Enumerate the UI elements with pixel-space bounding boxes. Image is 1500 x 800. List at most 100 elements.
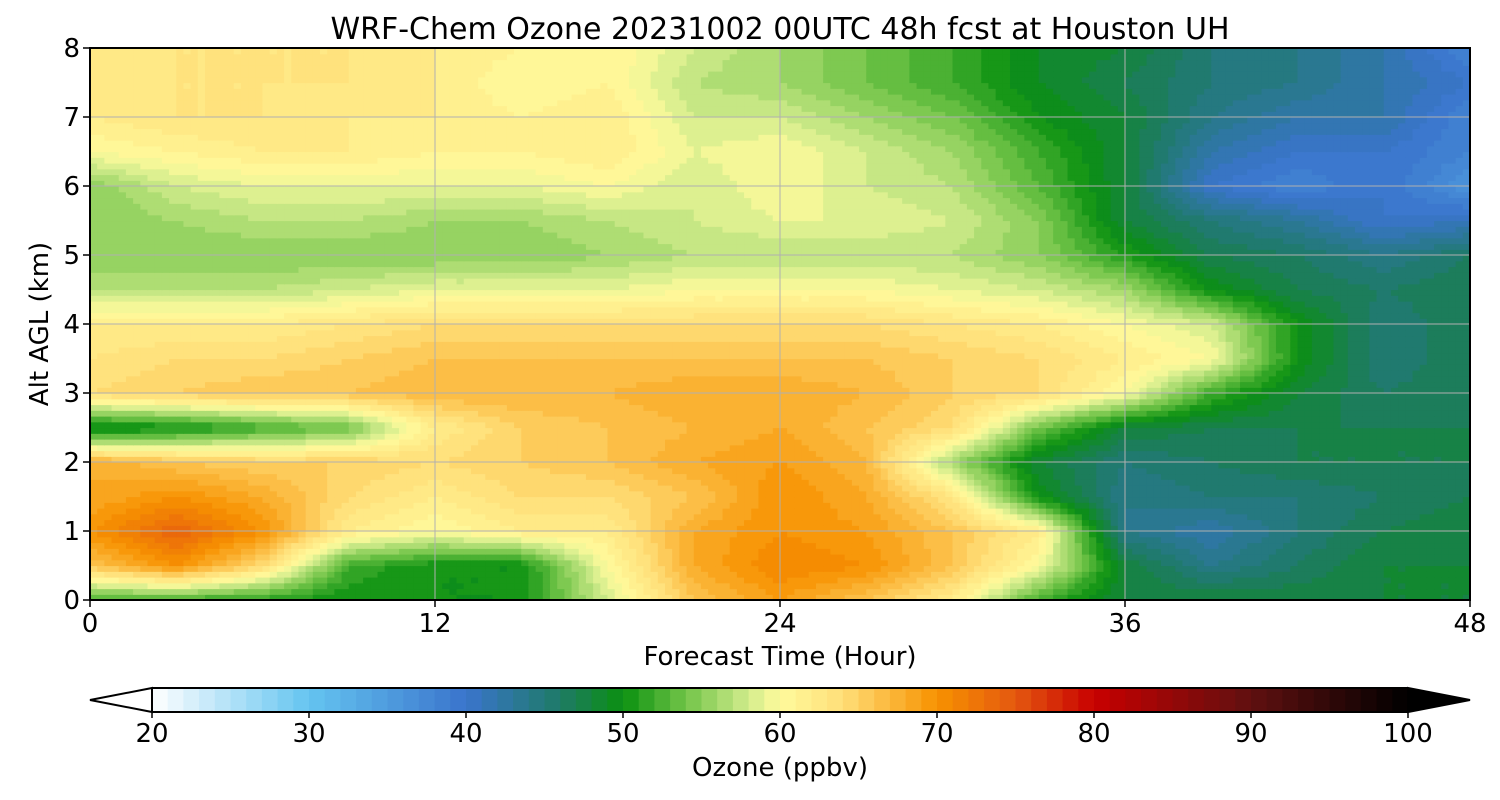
contour-cell bbox=[1096, 519, 1105, 526]
contour-cell bbox=[844, 559, 853, 567]
contour-cell bbox=[758, 519, 767, 526]
contour-cell bbox=[1182, 554, 1191, 561]
contour-cell bbox=[1031, 485, 1040, 492]
contour-cell bbox=[133, 490, 141, 498]
contour-cell bbox=[736, 513, 745, 521]
contour-cell bbox=[470, 559, 479, 567]
contour-cell bbox=[240, 485, 249, 492]
contour-cell bbox=[1175, 450, 1184, 457]
contour-cell bbox=[147, 542, 156, 549]
contour-cell bbox=[1347, 565, 1356, 572]
contour-cell bbox=[104, 594, 113, 600]
contour-cell bbox=[449, 502, 458, 509]
contour-cell bbox=[1412, 542, 1421, 549]
contour-cell bbox=[693, 485, 702, 492]
contour-cell bbox=[528, 456, 537, 463]
contour-cell bbox=[97, 588, 105, 595]
contour-cell bbox=[118, 559, 127, 567]
contour-cell bbox=[578, 502, 587, 509]
contour-cell bbox=[90, 571, 98, 578]
contour-cell bbox=[233, 531, 242, 538]
contour-cell bbox=[636, 559, 645, 567]
contour-cell bbox=[1362, 542, 1370, 549]
contour-cell bbox=[176, 582, 185, 590]
contour-cell bbox=[578, 462, 587, 469]
contour-cell bbox=[420, 565, 429, 572]
contour-cell bbox=[226, 519, 235, 526]
contour-cell bbox=[1168, 588, 1176, 595]
contour-cell bbox=[736, 490, 745, 498]
contour-cell bbox=[657, 571, 666, 578]
contour-cell bbox=[161, 554, 170, 561]
contour-cell bbox=[334, 577, 343, 584]
contour-cell bbox=[255, 490, 264, 498]
contour-cell bbox=[456, 462, 465, 469]
contour-cell bbox=[1002, 450, 1011, 457]
contour-cell bbox=[1002, 462, 1011, 469]
contour-cell bbox=[679, 554, 688, 561]
contour-cell bbox=[276, 473, 285, 480]
contour-cell bbox=[355, 588, 364, 595]
contour-cell bbox=[621, 554, 630, 561]
contour-cell bbox=[974, 531, 982, 538]
contour-cell bbox=[614, 519, 623, 526]
contour-cell bbox=[269, 548, 278, 555]
contour-cell bbox=[449, 450, 458, 457]
contour-cell bbox=[1103, 490, 1112, 498]
contour-cell bbox=[887, 548, 896, 555]
contour-cell bbox=[1089, 536, 1097, 544]
contour-cell bbox=[190, 571, 199, 578]
contour-cell bbox=[470, 473, 479, 480]
contour-cell bbox=[1311, 462, 1320, 469]
contour-cell bbox=[1053, 479, 1061, 486]
contour-cell bbox=[736, 519, 745, 526]
contour-cell bbox=[1390, 531, 1399, 538]
contour-cell bbox=[578, 582, 587, 590]
contour-cell bbox=[1412, 559, 1421, 567]
contour-cell bbox=[262, 559, 271, 567]
contour-cell bbox=[341, 594, 350, 600]
contour-cell bbox=[1448, 588, 1457, 595]
contour-cell bbox=[219, 502, 228, 509]
contour-cell bbox=[693, 554, 702, 561]
contour-cell bbox=[312, 588, 321, 595]
contour-cell bbox=[154, 490, 163, 498]
contour-cell bbox=[571, 519, 580, 526]
contour-cell bbox=[169, 577, 177, 584]
contour-cell bbox=[930, 467, 939, 475]
contour-cell bbox=[542, 531, 551, 538]
contour-cell bbox=[758, 502, 767, 509]
contour-cell bbox=[873, 542, 882, 549]
contour-cell bbox=[1355, 496, 1363, 503]
contour-cell bbox=[1002, 490, 1011, 498]
contour-cell bbox=[1362, 519, 1370, 526]
contour-cell bbox=[485, 519, 494, 526]
contour-cell bbox=[1283, 554, 1291, 561]
contour-cell bbox=[801, 536, 810, 544]
contour-cell bbox=[815, 571, 824, 578]
contour-cell bbox=[104, 588, 113, 595]
contour-cell bbox=[97, 571, 105, 578]
contour-cell bbox=[535, 536, 544, 544]
contour-cell bbox=[679, 594, 688, 600]
contour-cell bbox=[262, 588, 271, 595]
contour-cell bbox=[679, 577, 688, 584]
contour-cell bbox=[391, 496, 400, 503]
contour-cell bbox=[176, 502, 185, 509]
contour-cell bbox=[859, 565, 867, 572]
contour-cell bbox=[1139, 554, 1148, 561]
contour-cell bbox=[1232, 565, 1241, 572]
contour-cell bbox=[708, 519, 716, 526]
contour-cell bbox=[945, 582, 954, 590]
contour-cell bbox=[607, 559, 616, 567]
contour-cell bbox=[765, 554, 774, 561]
contour-cell bbox=[758, 594, 767, 600]
contour-cell bbox=[744, 548, 752, 555]
contour-cell bbox=[1139, 577, 1148, 584]
contour-cell bbox=[1182, 479, 1191, 486]
contour-cell bbox=[542, 508, 551, 515]
contour-cell bbox=[226, 565, 235, 572]
contour-cell bbox=[801, 513, 810, 521]
contour-cell bbox=[808, 502, 817, 509]
contour-cell bbox=[564, 577, 573, 584]
